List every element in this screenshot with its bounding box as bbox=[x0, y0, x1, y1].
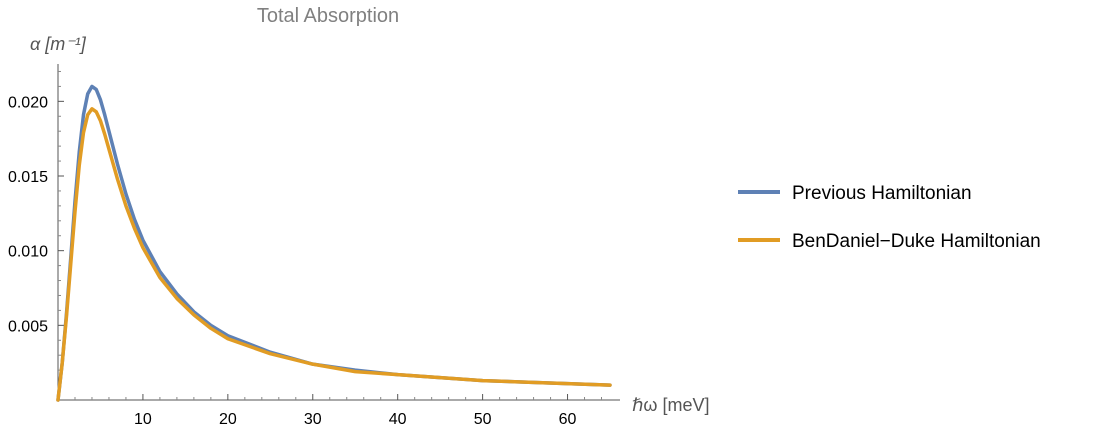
x-tick-label: 40 bbox=[389, 411, 407, 428]
y-tick-label: 0.010 bbox=[8, 244, 48, 261]
axes bbox=[57, 64, 620, 401]
ticks: 10 20 30 40 50 60 0.005 0.010 0.015 0.020 bbox=[8, 70, 603, 428]
legend: Previous Hamiltonian BenDaniel−Duke Hamil… bbox=[738, 183, 1041, 252]
series-group bbox=[56, 84, 612, 402]
x-tick-label: 50 bbox=[474, 411, 492, 428]
x-tick-label: 20 bbox=[219, 411, 237, 428]
y-tick-label: 0.020 bbox=[8, 94, 48, 111]
y-axis-label: α [m⁻¹] bbox=[30, 34, 87, 54]
x-axis-label: ℏω [meV] bbox=[632, 395, 709, 415]
y-tick-label: 0.015 bbox=[8, 169, 48, 186]
legend-label-2: BenDaniel−Duke Hamiltonian bbox=[792, 231, 1041, 252]
legend-label-1: Previous Hamiltonian bbox=[792, 183, 972, 204]
x-tick-label: 10 bbox=[134, 411, 152, 428]
series-line-2 bbox=[56, 107, 612, 402]
y-tick-label: 0.005 bbox=[8, 318, 48, 335]
chart-title: Total Absorption bbox=[257, 5, 399, 27]
x-tick-label: 60 bbox=[559, 411, 577, 428]
x-tick-label: 30 bbox=[304, 411, 322, 428]
